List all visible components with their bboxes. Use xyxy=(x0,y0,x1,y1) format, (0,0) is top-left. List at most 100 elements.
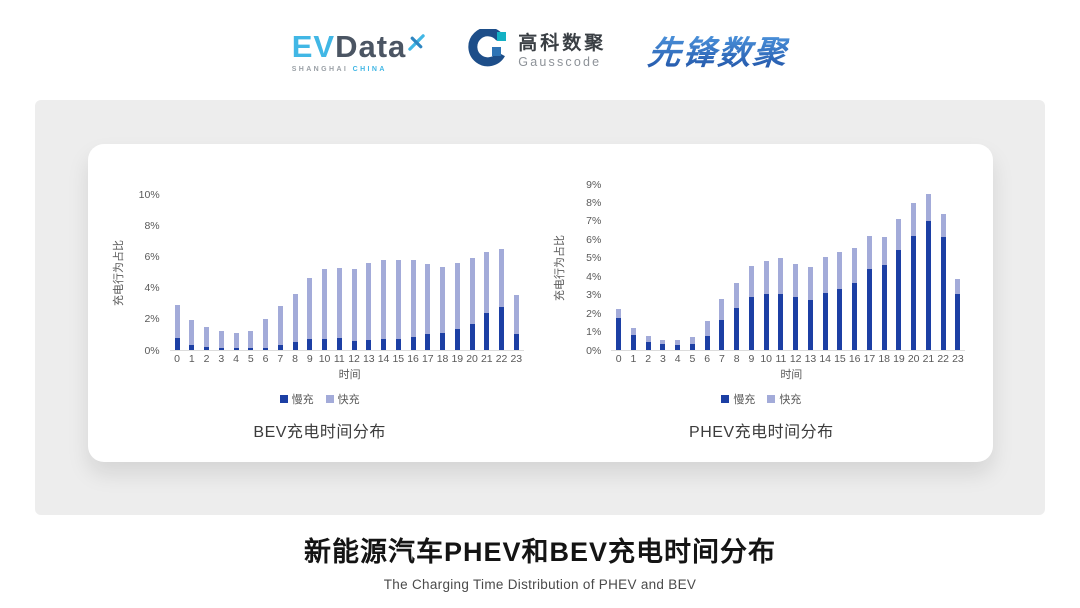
bar-segment-fast xyxy=(218,331,224,349)
bar-segment-fast xyxy=(469,257,475,325)
y-tick-label: 8% xyxy=(144,219,160,232)
bar-segment-slow xyxy=(645,341,651,350)
bar-hour-9 xyxy=(748,266,754,350)
bar-segment-fast xyxy=(866,235,872,269)
bar-hour-14 xyxy=(381,259,387,350)
x-tick-label: 22 xyxy=(937,352,950,365)
y-axis-title-text: 充电行为占比 xyxy=(112,240,125,306)
chart-card: 充电行为占比 0% 2% 4% 6% 8% 10% 0 1 2 3 4 5 6 7 8 9 10 11 12 13 14 1… xyxy=(88,144,993,462)
bar-hour-16 xyxy=(852,247,858,350)
bar-segment-slow xyxy=(748,297,754,350)
bar-segment-slow xyxy=(395,339,401,350)
bar-segment-fast xyxy=(307,278,313,340)
bar-hour-5 xyxy=(248,331,254,350)
x-axis-ticks: 0 1 2 3 4 5 6 7 8 9 10 11 12 13 14 15 16 17 18 19 20 21 22 23 xyxy=(170,351,524,366)
y-tick-label: 4% xyxy=(586,270,602,283)
bar-hour-0 xyxy=(174,304,180,350)
y-axis-ticks: 0% 2% 4% 6% 8% 10% xyxy=(126,189,166,355)
plot-canvas xyxy=(169,195,524,351)
x-tick-label: 14 xyxy=(377,352,390,365)
bar-segment-fast xyxy=(925,194,931,221)
bar-hour-6 xyxy=(263,318,269,350)
y-tick-label: 2% xyxy=(144,313,160,326)
bar-hour-23 xyxy=(513,294,519,350)
bar-segment-slow xyxy=(322,339,328,350)
bar-hour-7 xyxy=(719,299,725,350)
x-tick-label: 18 xyxy=(878,352,891,365)
x-tick-label: 8 xyxy=(733,352,740,365)
legend-swatch xyxy=(325,395,334,403)
x-tick-label: 1 xyxy=(630,352,637,365)
y-tick-label: 5% xyxy=(586,252,602,265)
bar-hour-22 xyxy=(499,248,505,350)
bar-hour-20 xyxy=(911,203,917,350)
x-tick-label: 5 xyxy=(247,352,254,365)
plot-area: 充电行为占比 0% 2% 4% 6% 8% 10% xyxy=(110,171,530,356)
bar-segment-fast xyxy=(204,326,210,347)
bar-segment-fast xyxy=(896,219,902,251)
bar-segment-fast xyxy=(499,248,505,308)
bar-segment-fast xyxy=(689,337,695,345)
bar-segment-slow xyxy=(881,265,887,350)
bar-segment-slow xyxy=(233,348,239,350)
bar-hour-7 xyxy=(277,306,283,350)
bar-segment-fast xyxy=(440,267,446,333)
x-tick-label: 11 xyxy=(775,352,787,365)
y-tick-label: 2% xyxy=(586,307,602,320)
y-axis-title-text: 充电行为占比 xyxy=(554,235,567,301)
y-tick-label: 6% xyxy=(144,250,160,263)
bar-segment-slow xyxy=(204,346,210,350)
chart-title: BEV充电时间分布 xyxy=(253,424,386,441)
gausscode-g-icon xyxy=(467,26,509,76)
bar-segment-fast xyxy=(425,264,431,335)
bar-segment-fast xyxy=(630,327,636,336)
bar-segment-slow xyxy=(410,336,416,350)
bar-segment-slow xyxy=(366,339,372,350)
bar-segment-fast xyxy=(911,203,917,236)
bar-segment-slow xyxy=(660,344,666,350)
y-tick-label: 8% xyxy=(586,196,602,209)
bar-segment-fast xyxy=(675,339,681,346)
bar-hour-20 xyxy=(469,257,475,350)
x-tick-label: 7 xyxy=(277,352,284,365)
legend-item: 快充 xyxy=(767,391,801,407)
bar-hour-22 xyxy=(940,213,946,350)
bar-segment-fast xyxy=(778,257,784,294)
bar-hour-3 xyxy=(218,331,224,350)
legend-item: 慢充 xyxy=(279,391,314,407)
x-tick-label: 0 xyxy=(615,352,622,365)
evdata-tagline: SHANGHAI CHINA xyxy=(292,66,387,73)
bar-hour-5 xyxy=(689,337,695,350)
bar-segment-fast xyxy=(351,268,357,341)
y-tick-label: 10% xyxy=(138,188,160,201)
bar-hour-15 xyxy=(395,259,401,350)
bar-hour-4 xyxy=(233,332,239,350)
x-tick-label: 7 xyxy=(719,352,725,365)
bar-segment-fast xyxy=(336,268,342,339)
bar-hour-16 xyxy=(410,259,416,350)
plot-area: 充电行为占比 0% 1% 2% 3% 4% 5% 6% 7% 8% 9% xyxy=(551,171,971,356)
legend-label: 快充 xyxy=(337,394,360,406)
legend-label: 慢充 xyxy=(291,394,314,406)
bar-hour-6 xyxy=(704,320,710,350)
gausscode-text: 高科数聚 Gausscode xyxy=(518,34,606,69)
bar-segment-fast xyxy=(763,261,769,294)
bar-hour-11 xyxy=(778,257,784,350)
legend: 慢充 快充 xyxy=(551,390,971,408)
bar-segment-slow xyxy=(675,345,681,350)
bar-segment-fast xyxy=(454,262,460,329)
x-tick-label: 13 xyxy=(362,352,375,365)
bar-segment-slow xyxy=(513,334,519,350)
bar-segment-slow xyxy=(866,268,872,350)
y-tick-label: 0% xyxy=(144,344,160,357)
x-tick-label: 15 xyxy=(392,352,405,365)
bar-segment-slow xyxy=(263,347,269,350)
bar-hour-4 xyxy=(675,339,681,350)
content-panel: 充电行为占比 0% 2% 4% 6% 8% 10% 0 1 2 3 4 5 6 7 8 9 10 11 12 13 14 1… xyxy=(35,100,1045,515)
bar-segment-slow xyxy=(822,292,828,350)
x-axis-ticks: 0 1 2 3 4 5 6 7 8 9 10 11 12 13 14 15 16 17 18 19 20 21 22 23 xyxy=(611,351,965,366)
bar-segment-fast xyxy=(322,268,328,340)
bar-hour-2 xyxy=(204,326,210,350)
x-tick-label: 2 xyxy=(645,352,652,365)
bar-segment-slow xyxy=(469,324,475,350)
